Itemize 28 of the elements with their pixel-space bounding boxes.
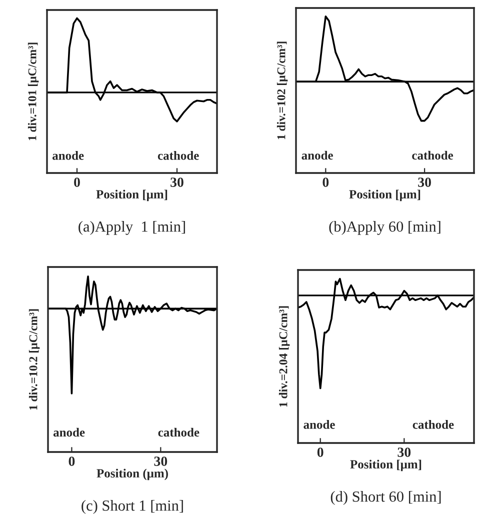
text: (a)Apply 1 [min]: [78, 221, 185, 235]
text: anode: [53, 428, 85, 437]
text: cathode: [158, 151, 199, 160]
x-axis-title: Position [μm]: [349, 190, 420, 202]
y-axis-title: 1 div.=2.04 [μC/cm³]: [278, 306, 290, 407]
x-tick-label: 0: [68, 456, 75, 466]
text: cathode: [412, 420, 454, 429]
x-tick-label: 30: [418, 178, 431, 187]
y-axis-title: 1 div.=102 [μC/cm³]: [276, 42, 288, 140]
x-tick-label: 0: [317, 448, 324, 457]
text: cathode: [158, 428, 200, 437]
y-axis-title: 1 div.=10.2 [μC/cm³]: [28, 309, 40, 410]
y-axis-title: 1 div.=101 [μC/cm³]: [28, 42, 39, 140]
x-axis-title: Position [μm]: [350, 460, 422, 472]
text: anode: [304, 420, 335, 429]
text: (c) Short 1 [min]: [82, 500, 183, 514]
x-axis-title: Position [μm]: [96, 190, 168, 202]
x-tick-label: 0: [322, 178, 329, 187]
text: anode: [302, 150, 333, 160]
x-tick-label: 30: [398, 448, 411, 457]
text: cathode: [412, 150, 454, 160]
x-tick-label: 0: [74, 178, 80, 187]
x-axis-title: Position (μm): [96, 468, 168, 480]
text: (b)Apply 60 [min]: [329, 221, 440, 235]
x-tick-label: 30: [154, 456, 168, 466]
text: anode: [52, 151, 84, 160]
x-tick-label: 30: [170, 178, 184, 187]
text: (d) Short 60 [min]: [330, 491, 441, 505]
